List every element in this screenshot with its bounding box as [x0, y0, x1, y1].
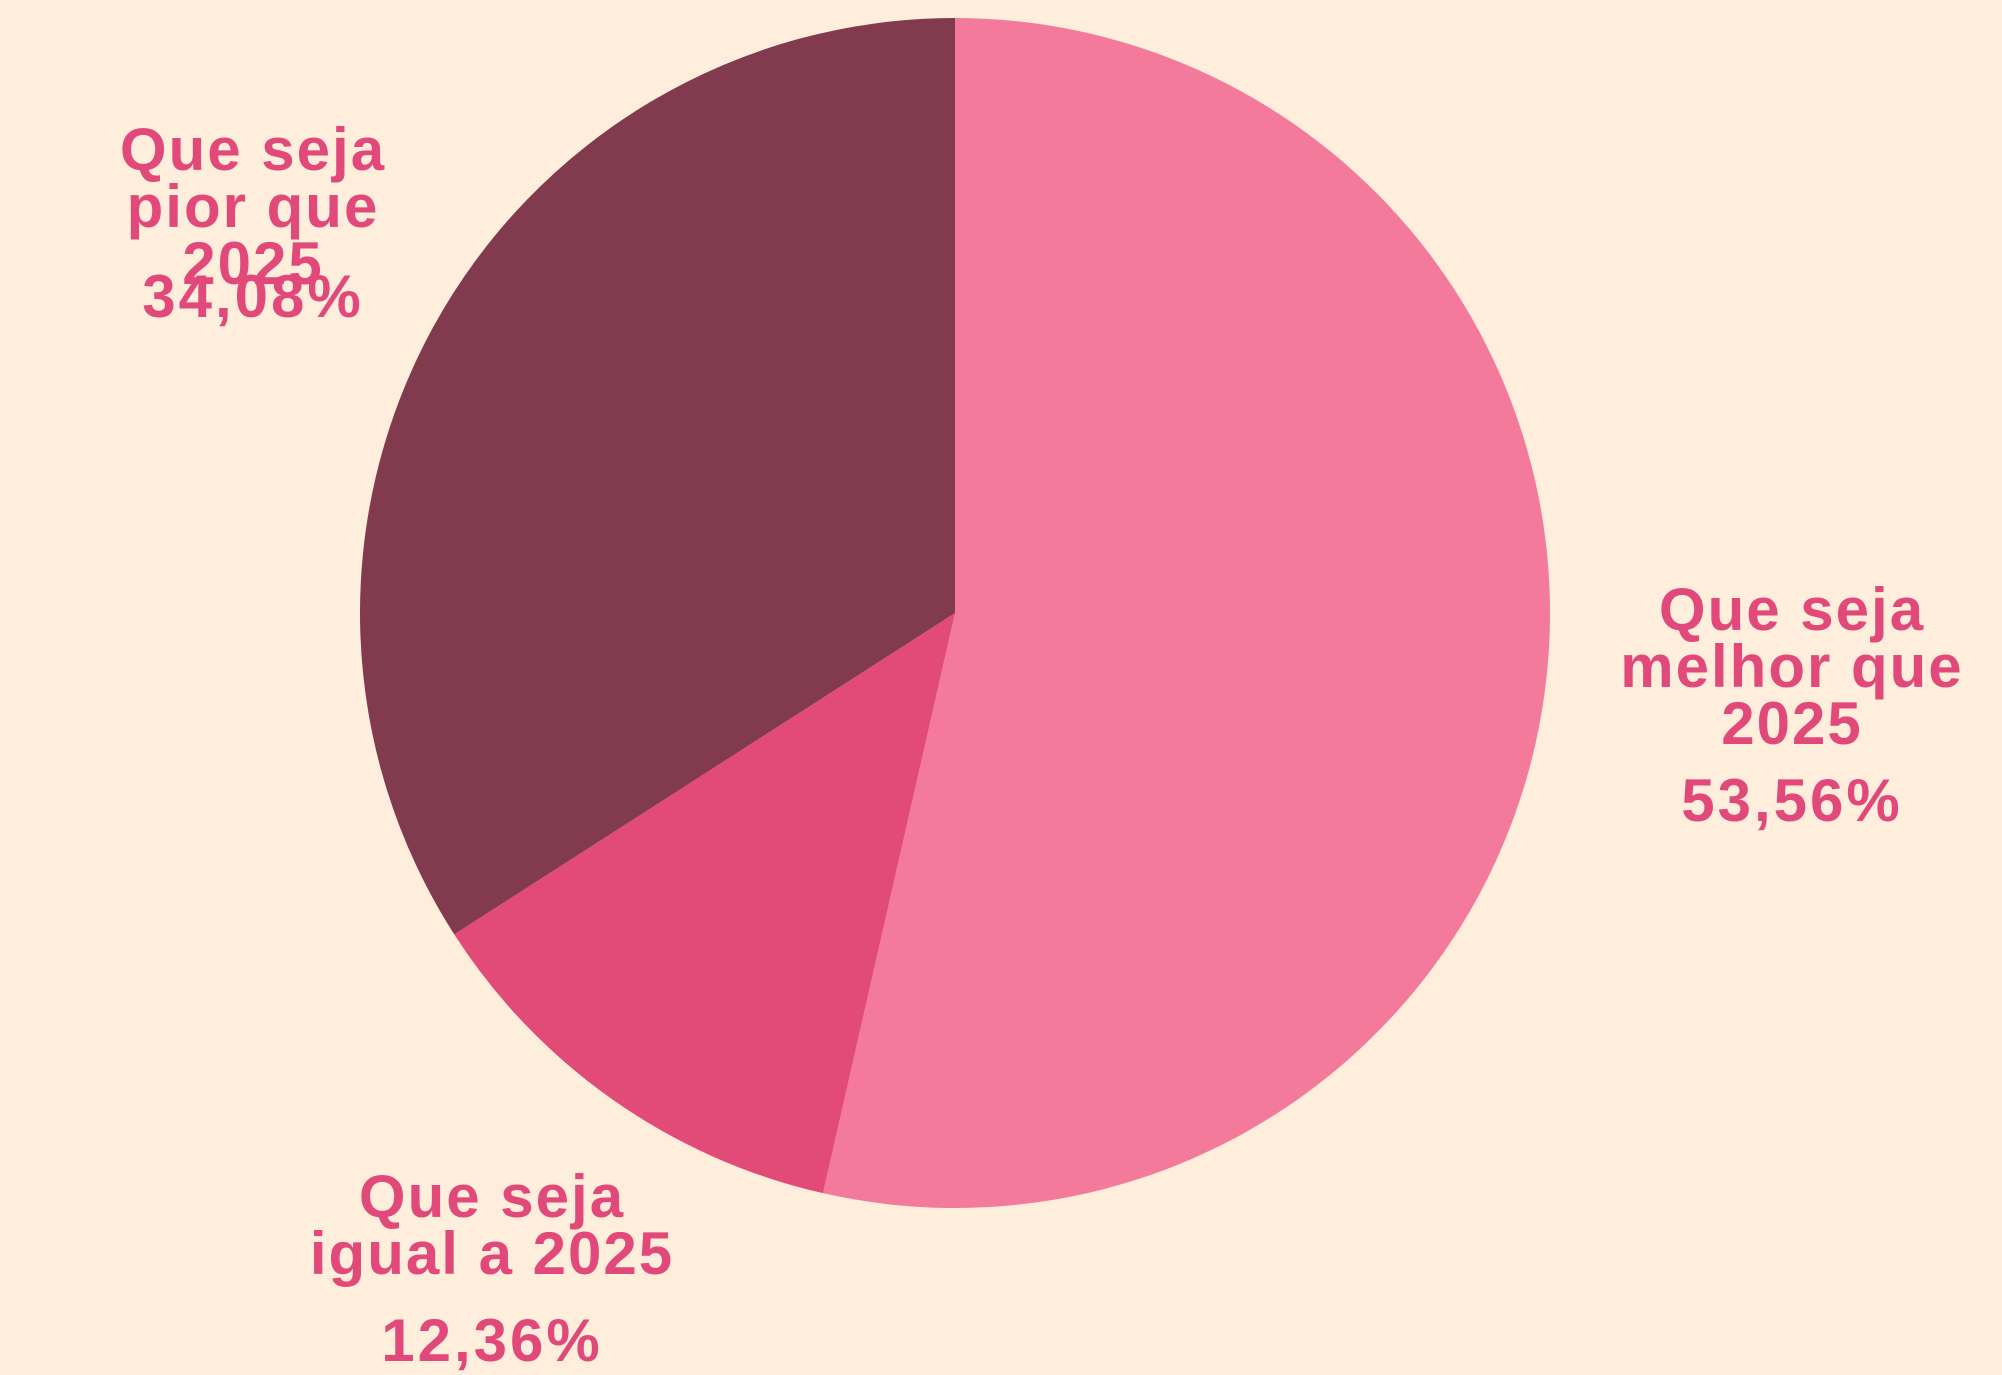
slice-label: Que seja igual a 2025 [309, 1163, 675, 1287]
slice-value-label: 34,08% [142, 263, 364, 330]
slice-value-label: 12,36% [381, 1307, 603, 1374]
slice-value-label: 53,56% [1681, 767, 1903, 834]
pie-slice [360, 18, 955, 935]
slice-label: Que seja melhor que 2025 [1620, 576, 1964, 757]
pie-slice [454, 613, 955, 1194]
slice-label: Que seja pior que 2025 [119, 116, 387, 297]
pie-slice [823, 18, 1550, 1208]
